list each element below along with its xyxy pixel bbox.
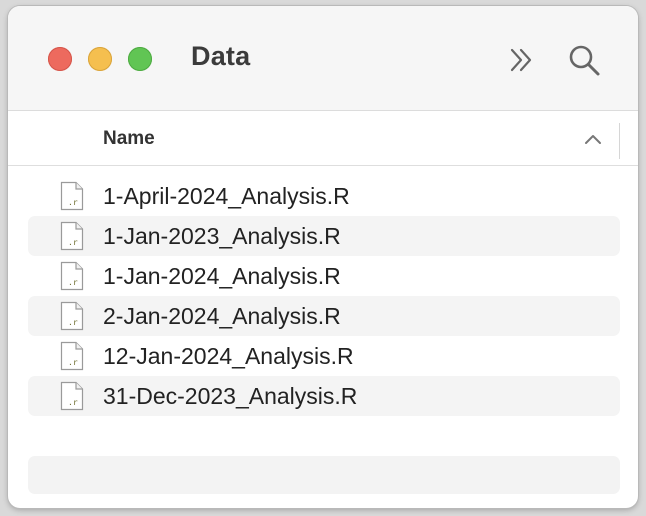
name-column-header[interactable]: Name	[103, 128, 155, 149]
file-name: 1-April-2024_Analysis.R	[103, 183, 350, 209]
file-row[interactable]: .r 1-April-2024_Analysis.R	[28, 176, 620, 216]
svg-text:.r: .r	[68, 358, 78, 367]
finder-window: Data Name .r 1-April-2024	[8, 6, 638, 508]
search-button[interactable]	[566, 42, 602, 78]
title-bar: Data	[8, 6, 638, 111]
svg-text:.r: .r	[68, 318, 78, 327]
svg-text:.r: .r	[68, 238, 78, 247]
close-window-button[interactable]	[48, 47, 72, 71]
minimize-window-button[interactable]	[88, 47, 112, 71]
file-name: 1-Jan-2023_Analysis.R	[103, 223, 341, 249]
svg-text:.r: .r	[68, 198, 78, 207]
file-name: 31-Dec-2023_Analysis.R	[103, 383, 358, 409]
magnifier-icon	[569, 45, 600, 76]
file-row[interactable]: .r 1-Jan-2023_Analysis.R	[28, 216, 620, 256]
toolbar-overflow-button[interactable]	[504, 42, 540, 78]
file-row[interactable]: .r 31-Dec-2023_Analysis.R	[28, 376, 620, 416]
column-divider[interactable]	[619, 123, 620, 159]
empty-row	[28, 456, 620, 494]
r-file-icon: .r	[60, 261, 84, 291]
chevron-double-right-icon	[510, 48, 532, 72]
file-name: 12-Jan-2024_Analysis.R	[103, 343, 354, 369]
r-file-icon: .r	[60, 181, 84, 211]
list-header: Name	[8, 111, 638, 166]
file-name: 2-Jan-2024_Analysis.R	[103, 303, 341, 329]
window-title: Data	[191, 41, 251, 71]
r-file-icon: .r	[60, 221, 84, 251]
r-file-icon: .r	[60, 381, 84, 411]
svg-text:.r: .r	[68, 278, 78, 287]
svg-text:.r: .r	[68, 398, 78, 407]
chevron-up-icon	[585, 135, 601, 144]
file-row[interactable]: .r 2-Jan-2024_Analysis.R	[28, 296, 620, 336]
r-file-icon: .r	[60, 301, 84, 331]
file-name: 1-Jan-2024_Analysis.R	[103, 263, 341, 289]
file-row[interactable]: .r 12-Jan-2024_Analysis.R	[28, 336, 620, 376]
zoom-window-button[interactable]	[128, 47, 152, 71]
file-row[interactable]: .r 1-Jan-2024_Analysis.R	[28, 256, 620, 296]
r-file-icon: .r	[60, 341, 84, 371]
sort-toggle[interactable]	[582, 129, 604, 149]
file-list: .r 1-April-2024_Analysis.R .r 1-Jan-2023…	[28, 176, 620, 416]
